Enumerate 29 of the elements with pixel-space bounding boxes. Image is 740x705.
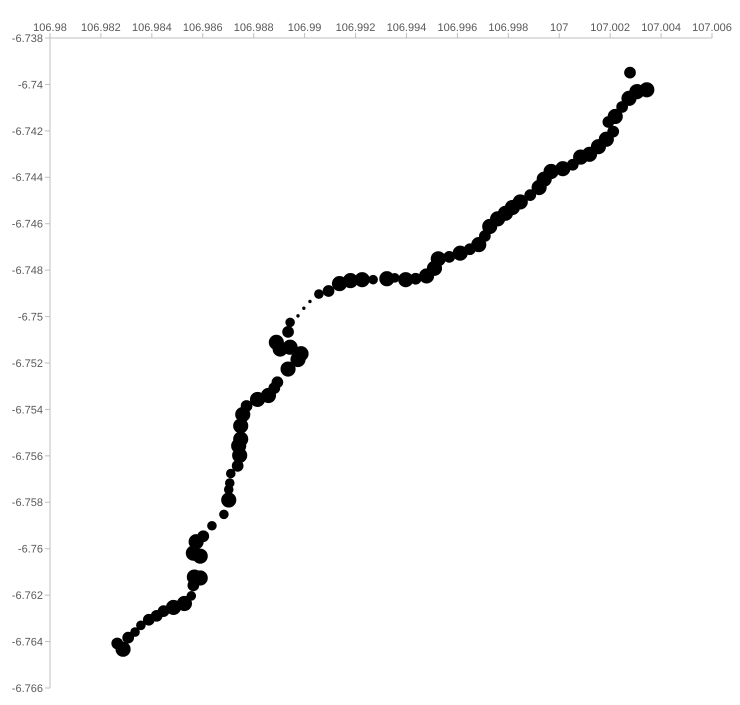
x-tick-label: 106.986 <box>182 22 223 34</box>
y-tick-label: -6.76 <box>18 544 43 556</box>
y-tick-label: -6.758 <box>12 497 43 510</box>
x-tick-label: 106.99 <box>288 22 322 34</box>
x-tick-label: 106.98 <box>33 22 67 34</box>
x-tick-label: 107.004 <box>641 22 681 34</box>
y-tick-label: -6.74 <box>18 79 43 92</box>
x-tick-label: 106.982 <box>81 22 121 34</box>
y-tick-label: -6.75 <box>18 311 43 324</box>
y-tick-label: -6.742 <box>12 126 43 138</box>
y-tick-label: -6.738 <box>12 32 43 45</box>
x-tick-label: 107.006 <box>692 22 732 34</box>
x-tick-label: 107 <box>550 22 568 34</box>
y-tick-label: -6.752 <box>12 358 43 370</box>
y-tick-label: -6.744 <box>12 172 43 184</box>
y-tick-label: -6.754 <box>12 404 43 416</box>
x-tick-label: 106.984 <box>132 22 172 34</box>
y-tick-label: -6.764 <box>12 636 43 648</box>
y-tick-label: -6.748 <box>12 265 43 278</box>
y-tick-label: -6.766 <box>12 682 43 695</box>
y-tick-label: -6.762 <box>12 590 43 602</box>
x-tick-label: 107.002 <box>590 22 630 34</box>
x-tick-label: 106.996 <box>438 22 478 34</box>
x-tick-label: 106.998 <box>488 22 528 34</box>
x-tick-label: 106.994 <box>386 22 426 34</box>
x-tick-label: 106.988 <box>234 22 274 34</box>
y-tick-label: -6.756 <box>12 450 43 463</box>
y-tick-label: -6.746 <box>12 218 43 231</box>
x-tick-label: 106.992 <box>336 22 376 34</box>
